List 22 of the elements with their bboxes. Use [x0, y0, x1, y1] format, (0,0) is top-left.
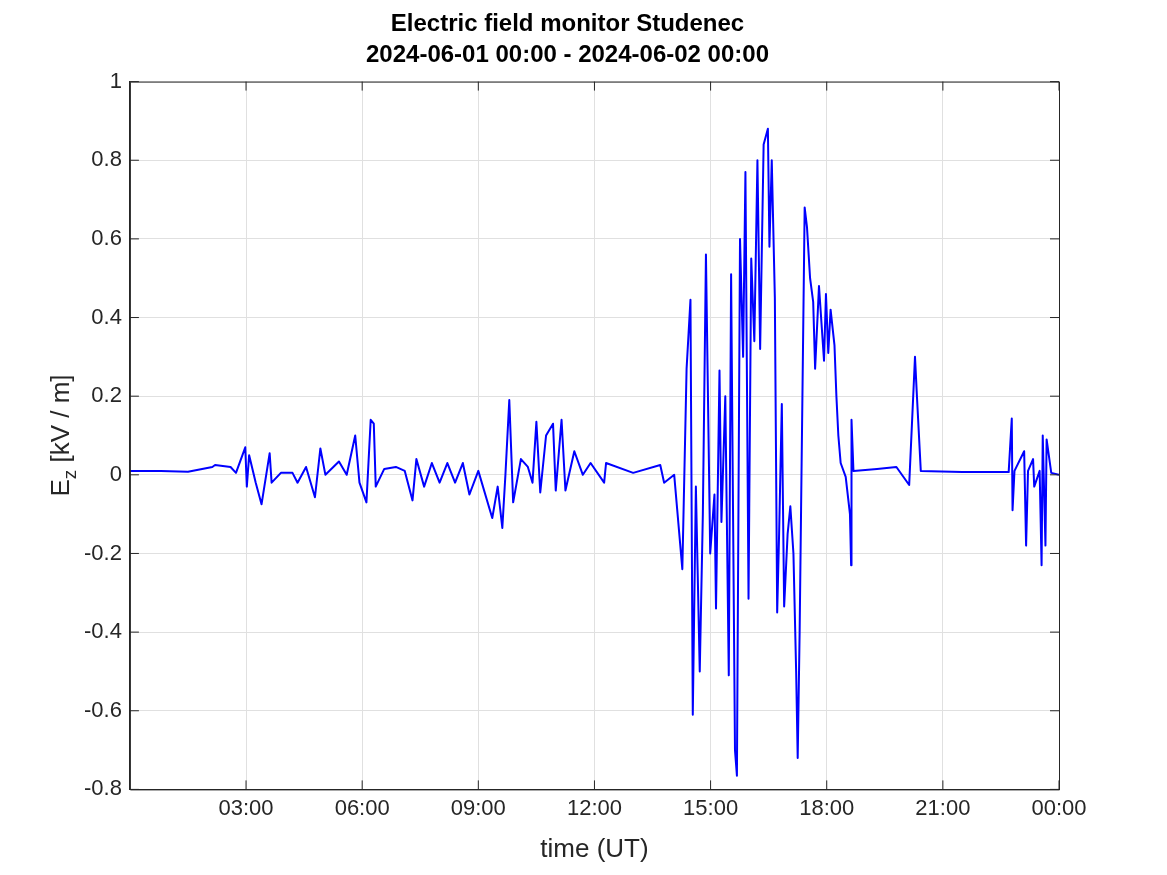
x-tick-label: 12:00 [566, 794, 622, 820]
chart-title: Electric field monitor Studenec [390, 9, 745, 37]
x-tick-label: 15:00 [683, 794, 739, 820]
y-tick-label: -0.2 [83, 539, 122, 565]
y-tick-label: -0.6 [83, 696, 122, 722]
x-tick-label: 06:00 [334, 794, 390, 820]
y-tick-label: 0.4 [91, 303, 122, 329]
y-tick-label: 0.2 [91, 382, 122, 408]
x-tick-label: 03:00 [218, 794, 274, 820]
x-tick-label: 09:00 [450, 794, 506, 820]
chart-subtitle: 2024-06-01 00:00 - 2024-06-02 00:00 [366, 39, 769, 67]
y-axis-title: Ez [kV / m] [45, 374, 80, 497]
x-axis-title: time (UT) [540, 832, 649, 863]
x-tick-label: 00:00 [1031, 794, 1087, 820]
y-tick-label: 1 [109, 67, 122, 93]
x-tick-label: 18:00 [799, 794, 855, 820]
x-tick-label: 21:00 [915, 794, 971, 820]
y-tick-label: -0.4 [83, 618, 122, 644]
y-tick-label: 0 [109, 460, 122, 486]
y-tick-label: 0.8 [91, 146, 122, 172]
y-tick-label: -0.8 [83, 775, 122, 801]
y-tick-label: 0.6 [91, 224, 122, 250]
